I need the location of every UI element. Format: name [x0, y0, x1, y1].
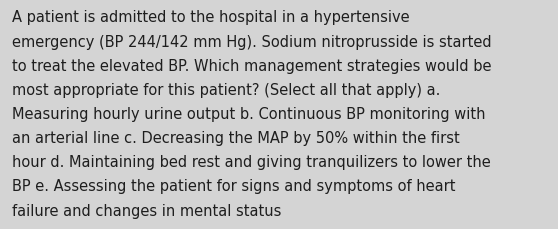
Text: Measuring hourly urine output b. Continuous BP monitoring with: Measuring hourly urine output b. Continu… — [12, 106, 486, 121]
Text: hour d. Maintaining bed rest and giving tranquilizers to lower the: hour d. Maintaining bed rest and giving … — [12, 155, 491, 169]
Text: most appropriate for this patient? (Select all that apply) a.: most appropriate for this patient? (Sele… — [12, 82, 441, 97]
Text: A patient is admitted to the hospital in a hypertensive: A patient is admitted to the hospital in… — [12, 10, 410, 25]
Text: failure and changes in mental status: failure and changes in mental status — [12, 203, 282, 218]
Text: BP e. Assessing the patient for signs and symptoms of heart: BP e. Assessing the patient for signs an… — [12, 179, 456, 194]
Text: emergency (BP 244/142 mm Hg). Sodium nitroprusside is started: emergency (BP 244/142 mm Hg). Sodium nit… — [12, 34, 492, 49]
Text: to treat the elevated BP. Which management strategies would be: to treat the elevated BP. Which manageme… — [12, 58, 492, 73]
Text: an arterial line c. Decreasing the MAP by 50% within the first: an arterial line c. Decreasing the MAP b… — [12, 131, 460, 145]
